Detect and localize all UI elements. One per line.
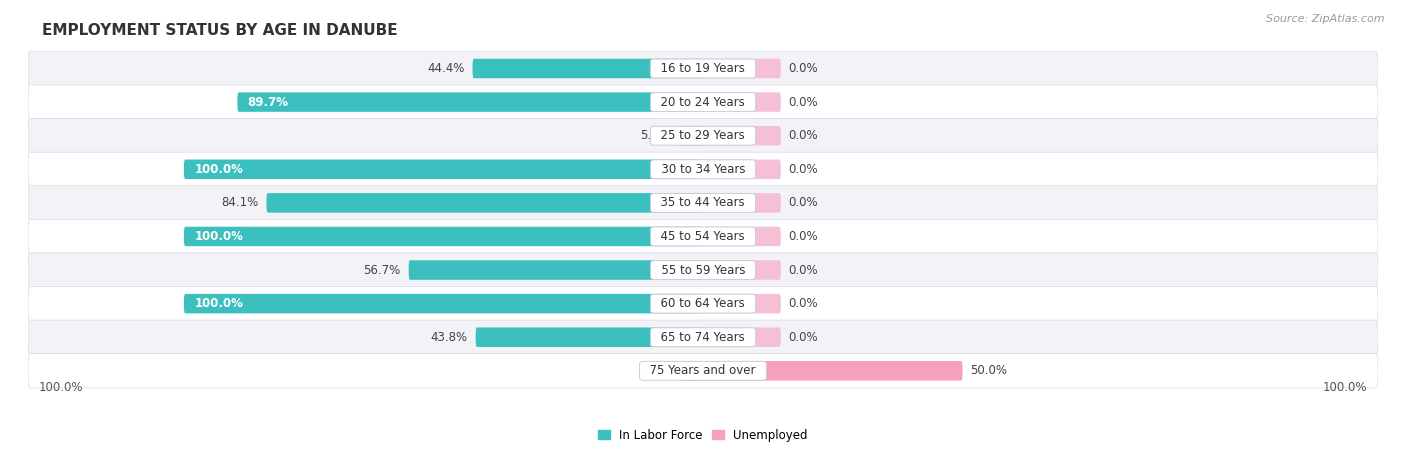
FancyBboxPatch shape [28,287,1378,321]
FancyBboxPatch shape [28,320,1378,354]
FancyBboxPatch shape [28,253,1378,287]
Text: 55 to 59 Years: 55 to 59 Years [654,264,752,277]
Text: 100.0%: 100.0% [194,163,243,176]
FancyBboxPatch shape [678,126,703,145]
Text: 89.7%: 89.7% [247,95,288,108]
FancyBboxPatch shape [238,92,703,112]
FancyBboxPatch shape [266,193,703,212]
Text: 100.0%: 100.0% [38,381,83,394]
Text: 0.0%: 0.0% [789,331,818,344]
Text: 4.1%: 4.1% [644,364,673,377]
FancyBboxPatch shape [703,126,780,145]
Text: 60 to 64 Years: 60 to 64 Years [654,297,752,310]
Text: 65 to 74 Years: 65 to 74 Years [654,331,752,344]
Text: 0.0%: 0.0% [789,95,818,108]
Text: 0.0%: 0.0% [789,264,818,277]
Text: 100.0%: 100.0% [194,230,243,243]
Text: 35 to 44 Years: 35 to 44 Years [654,196,752,209]
FancyBboxPatch shape [28,186,1378,220]
Text: 45 to 54 Years: 45 to 54 Years [654,230,752,243]
FancyBboxPatch shape [184,227,703,246]
FancyBboxPatch shape [28,118,1378,153]
Text: 84.1%: 84.1% [221,196,259,209]
FancyBboxPatch shape [703,260,780,280]
Text: 0.0%: 0.0% [789,297,818,310]
FancyBboxPatch shape [409,260,703,280]
FancyBboxPatch shape [682,361,703,381]
Text: 16 to 19 Years: 16 to 19 Years [654,62,752,75]
Text: 50.0%: 50.0% [970,364,1007,377]
FancyBboxPatch shape [703,227,780,246]
FancyBboxPatch shape [28,152,1378,186]
Text: 0.0%: 0.0% [789,196,818,209]
Text: EMPLOYMENT STATUS BY AGE IN DANUBE: EMPLOYMENT STATUS BY AGE IN DANUBE [42,23,398,38]
FancyBboxPatch shape [703,59,780,78]
Text: 100.0%: 100.0% [194,297,243,310]
FancyBboxPatch shape [703,193,780,212]
FancyBboxPatch shape [475,328,703,347]
Text: 100.0%: 100.0% [1323,381,1368,394]
FancyBboxPatch shape [184,294,703,313]
Text: 0.0%: 0.0% [789,129,818,142]
FancyBboxPatch shape [28,51,1378,86]
FancyBboxPatch shape [184,160,703,179]
Text: 75 Years and over: 75 Years and over [643,364,763,377]
Text: 5.0%: 5.0% [640,129,669,142]
FancyBboxPatch shape [28,85,1378,119]
Text: 56.7%: 56.7% [364,264,401,277]
Text: 25 to 29 Years: 25 to 29 Years [654,129,752,142]
FancyBboxPatch shape [703,92,780,112]
Text: 43.8%: 43.8% [430,331,468,344]
FancyBboxPatch shape [472,59,703,78]
Text: 30 to 34 Years: 30 to 34 Years [654,163,752,176]
Text: 44.4%: 44.4% [427,62,465,75]
FancyBboxPatch shape [703,294,780,313]
Text: 20 to 24 Years: 20 to 24 Years [654,95,752,108]
Text: 0.0%: 0.0% [789,230,818,243]
FancyBboxPatch shape [703,160,780,179]
FancyBboxPatch shape [703,361,963,381]
FancyBboxPatch shape [28,354,1378,388]
FancyBboxPatch shape [703,328,780,347]
Text: 0.0%: 0.0% [789,62,818,75]
Text: 0.0%: 0.0% [789,163,818,176]
Legend: In Labor Force, Unemployed: In Labor Force, Unemployed [593,424,813,446]
FancyBboxPatch shape [28,219,1378,254]
Text: Source: ZipAtlas.com: Source: ZipAtlas.com [1267,14,1385,23]
